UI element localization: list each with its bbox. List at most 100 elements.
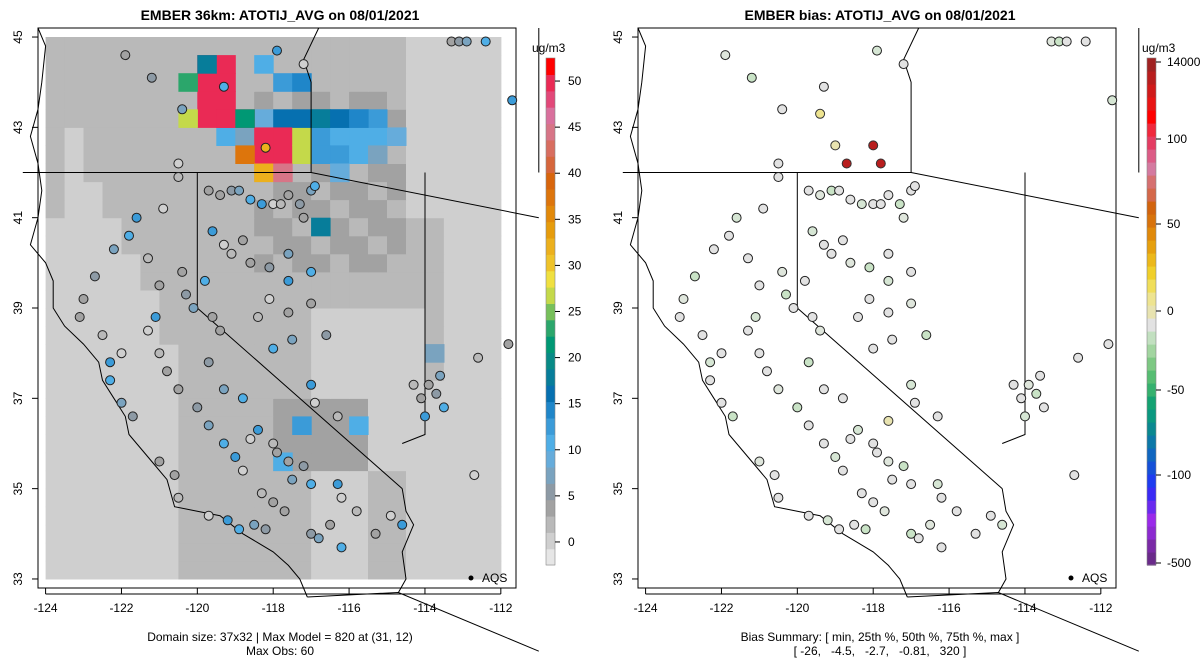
grid-cell: [292, 253, 312, 273]
grid-cell: [235, 488, 255, 508]
grid-cell: [102, 308, 122, 327]
colorbar-swatch: [1147, 149, 1156, 163]
observation-point: [306, 479, 317, 490]
grid-cell: [443, 362, 464, 381]
grid-cell: [425, 163, 445, 183]
observation-point: [306, 379, 317, 390]
observation-point: [336, 542, 347, 553]
grid-cell: [102, 127, 122, 146]
grid-cell: [45, 560, 66, 580]
grid-cell: [216, 416, 236, 435]
grid-cell: [64, 253, 85, 273]
bias-observation-point: [845, 257, 856, 268]
grid-cell: [406, 362, 426, 381]
model-panel: EMBER 36km: ATOTIJ_AVG on 08/01/2021 AQS…: [11, 7, 582, 658]
grid-cell: [443, 271, 464, 291]
grid-cell: [292, 145, 312, 164]
grid-cell: [443, 542, 464, 562]
grid-cell: [102, 416, 122, 435]
bias-observation-point: [773, 384, 784, 395]
grid-cell: [121, 488, 141, 508]
grid-cell: [387, 271, 407, 291]
observation-point: [309, 181, 320, 192]
grid-cell: [178, 55, 198, 74]
grid-cell: [311, 271, 331, 291]
bias-observation-point: [720, 50, 731, 61]
model-x-tick-label: -112: [489, 601, 512, 615]
observation-point: [89, 271, 100, 282]
grid-cell: [406, 217, 426, 237]
grid-cell: [273, 73, 293, 92]
grid-cell: [349, 127, 369, 146]
grid-cell: [83, 181, 103, 201]
colorbar-swatch: [1147, 266, 1156, 280]
colorbar-tick-label: 45: [568, 120, 582, 134]
grid-cell: [121, 506, 141, 526]
colorbar-swatch: [546, 188, 555, 206]
observation-point: [203, 510, 214, 521]
colorbar-swatch: [1147, 188, 1156, 202]
bias-observation-point: [860, 524, 871, 535]
observation-point: [218, 239, 229, 250]
grid-cell: [83, 109, 103, 128]
grid-cell: [368, 560, 388, 580]
grid-cell: [387, 109, 407, 128]
grid-cell: [102, 542, 122, 562]
colorbar-swatch: [1147, 175, 1156, 189]
grid-cell: [349, 542, 369, 562]
grid-cell: [121, 289, 141, 309]
bias-observation-point: [1103, 339, 1114, 350]
observation-point: [268, 438, 279, 449]
grid-cell: [349, 362, 369, 381]
grid-cell: [235, 127, 255, 146]
bias-observation-point: [932, 411, 943, 422]
grid-cell: [387, 308, 407, 327]
bias-observation-point: [705, 375, 716, 386]
grid-cell: [425, 434, 445, 454]
grid-cell: [83, 524, 103, 544]
observation-point: [215, 325, 226, 336]
grid-cell: [311, 109, 331, 128]
observation-point: [275, 199, 286, 210]
grid-cell: [387, 181, 407, 201]
bias-observation-point: [754, 456, 765, 467]
grid-cell: [235, 55, 255, 74]
bias-observation-point: [856, 488, 867, 499]
bias-observation-point: [678, 294, 689, 304]
grid-cell: [45, 434, 66, 454]
grid-cell: [102, 470, 122, 490]
observation-point: [298, 212, 309, 223]
grid-cell: [254, 37, 274, 56]
observation-point: [154, 456, 165, 467]
grid-cell: [83, 380, 103, 399]
grid-cell: [368, 398, 388, 417]
bias-observation-point: [803, 185, 814, 196]
grid-cell: [197, 37, 217, 56]
bias-observation-point: [716, 348, 727, 359]
observation-point: [321, 330, 332, 341]
grid-cell: [102, 289, 122, 309]
grid-cell: [368, 73, 388, 92]
grid-cell: [368, 506, 388, 526]
observation-point: [97, 330, 108, 341]
grid-cell: [368, 289, 388, 309]
grid-cell: [406, 73, 426, 92]
grid-cell: [462, 452, 483, 472]
observation-point: [408, 379, 419, 390]
observation-point: [480, 36, 491, 47]
colorbar-swatch: [546, 139, 555, 157]
bias-observation-point: [758, 203, 769, 214]
grid-cell: [178, 542, 198, 562]
grid-cell: [159, 289, 179, 309]
observation-point: [416, 393, 427, 404]
observation-point: [177, 266, 188, 277]
observation-point: [124, 230, 134, 241]
grid-cell: [140, 506, 160, 526]
grid-cell: [481, 542, 502, 562]
grid-cell: [311, 506, 331, 526]
grid-cell: [273, 416, 293, 435]
bias-observation-point: [674, 312, 685, 322]
grid-cell: [83, 145, 103, 164]
grid-cell: [159, 380, 179, 399]
